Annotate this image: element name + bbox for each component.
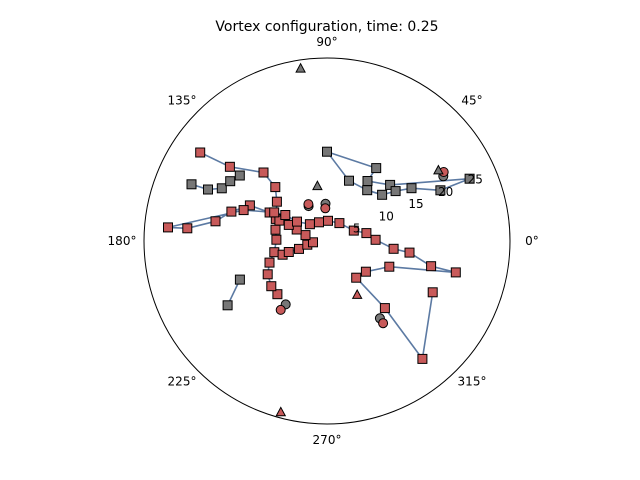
vortex-square-marker (351, 272, 362, 283)
vortex-circle-marker (320, 203, 331, 214)
vortex-square-marker (304, 219, 315, 230)
vortex-square-marker (417, 353, 428, 364)
vortex-square-marker (294, 243, 304, 254)
vortex-square-marker (272, 289, 283, 300)
vortex-square-marker (308, 237, 318, 248)
chart-title: Vortex configuration, time: 0.25 (215, 19, 438, 35)
vortex-square-marker (406, 183, 417, 194)
vortex-circle-marker (303, 199, 314, 210)
vortex-square-marker (361, 228, 372, 239)
radial-tick-label: 20 (438, 185, 453, 199)
vortex-square-marker (371, 163, 382, 174)
vortex-square-marker (344, 175, 354, 186)
vortex-square-marker (292, 216, 302, 227)
vortex-square-marker (283, 219, 294, 230)
vortex-square-marker (370, 234, 381, 245)
vortex-square-marker (186, 179, 197, 190)
vortex-square-marker (348, 225, 359, 236)
vortex-square-marker (225, 176, 236, 187)
radial-tick-label: 10 (379, 209, 394, 223)
vortex-square-marker (234, 170, 245, 181)
angle-tick-label: 0° (525, 234, 539, 248)
vortex-square-marker (264, 257, 275, 268)
vortex-square-marker (271, 234, 282, 245)
vortex-square-marker (222, 300, 233, 311)
vortex-square-marker (274, 215, 285, 226)
angle-tick-label: 45° (461, 93, 482, 107)
vortex-square-marker (280, 210, 291, 220)
vortex-square-marker (269, 247, 280, 258)
vortex-square-marker (426, 261, 437, 272)
vortex-square-marker (314, 217, 324, 228)
vortex-square-marker (322, 146, 332, 157)
vortex-triangle-marker (433, 164, 444, 175)
angle-tick-label: 270° (313, 433, 342, 447)
vortex-square-marker (377, 189, 388, 200)
vortex-square-marker (323, 215, 333, 226)
vortex-square-marker (300, 230, 311, 241)
vortex-markers (163, 62, 475, 417)
vortex-square-marker (360, 266, 371, 277)
vortex-triangle-marker (295, 62, 306, 73)
vortex-square-marker (390, 186, 401, 197)
vortex-square-marker (334, 218, 345, 229)
angle-tick-label: 135° (168, 93, 197, 107)
vortex-triangle-marker (351, 288, 363, 299)
angle-tick-label: 180° (108, 234, 137, 248)
vortex-circle-marker (378, 318, 389, 329)
vortex-square-marker (270, 182, 281, 193)
vortex-square-marker (238, 205, 249, 216)
vortex-square-marker (195, 147, 206, 158)
vortex-square-marker (234, 274, 245, 285)
vortex-square-marker (283, 247, 294, 257)
vortex-square-marker (266, 281, 277, 292)
vortex-circle-marker (275, 304, 286, 315)
angle-tick-label: 225° (168, 375, 197, 389)
radial-tick-label: 5 (353, 222, 361, 236)
angle-tick-label: 90° (316, 35, 337, 49)
vortex-square-marker (385, 179, 396, 190)
vortex-square-marker (379, 303, 390, 314)
vortex-square-marker (362, 176, 373, 186)
vortex-square-marker (427, 287, 438, 298)
vortex-square-marker (464, 173, 475, 184)
vortex-square-marker (270, 224, 281, 235)
vortex-square-marker (435, 185, 446, 196)
vortex-square-marker (216, 183, 227, 194)
vortex-square-marker (404, 247, 415, 258)
vortex-square-marker (224, 161, 235, 172)
vortex-square-marker (388, 243, 399, 254)
radial-tick-label: 15 (408, 197, 423, 211)
vortex-square-marker (210, 216, 221, 227)
vortex-triangle-marker (275, 406, 287, 417)
vortex-square-marker (384, 261, 395, 272)
vortex-square-marker (203, 184, 213, 195)
vortex-square-marker (269, 207, 280, 218)
vortex-square-marker (262, 269, 273, 280)
vortex-square-marker (226, 206, 237, 217)
radial-tick-labels: 5 10 15 20 25 (353, 173, 483, 236)
vortex-square-marker (182, 223, 193, 234)
vortex-square-marker (271, 196, 282, 207)
vortex-triangle-marker (312, 180, 323, 191)
radial-tick-label: 25 (468, 173, 483, 187)
angle-tick-labels: 0° 45° 90° 135° 180° 225° 270° 315° (108, 35, 539, 447)
vortex-square-marker (258, 167, 269, 178)
vortex-square-marker (362, 185, 373, 196)
angle-tick-label: 315° (458, 375, 487, 389)
polar-axes-boundary (143, 57, 511, 425)
vortex-square-marker (450, 267, 461, 278)
vortex-square-marker (163, 222, 173, 233)
